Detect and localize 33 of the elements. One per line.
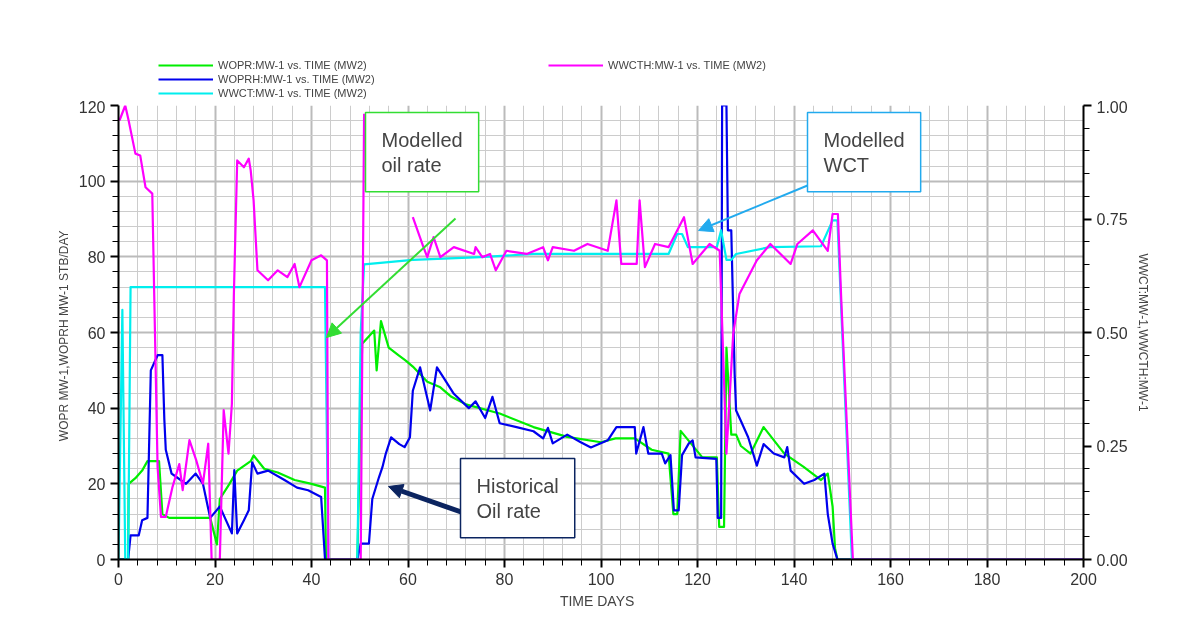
y-tick-label: 120	[78, 98, 106, 116]
y-tick-label: 80	[87, 248, 106, 266]
x-tick-label: 180	[973, 570, 1001, 588]
x-tick-label: 100	[587, 570, 615, 588]
legend-label: WOPR:MW-1 vs. TIME (MW2)	[218, 58, 368, 72]
x-tick-label: 200	[1070, 570, 1097, 588]
annotation: Modelled WCT	[823, 128, 905, 176]
x-axis-title: TIME DAYS	[559, 592, 635, 609]
y-tick-label: 60	[87, 324, 106, 342]
y-tick-label: 0	[96, 551, 106, 569]
y-tick-label: 100	[78, 173, 106, 191]
legend-label: WWCT:MW-1 vs. TIME (MW2)	[218, 86, 368, 100]
x-tick-label: 120	[684, 570, 711, 588]
annotation: Modelled oil rate	[381, 128, 463, 176]
y-tick-label: 40	[87, 400, 106, 418]
x-tick-label: 160	[877, 570, 904, 588]
y2-axis-title: WWCT:MW-1,WWCTH:MW-1	[1135, 253, 1150, 412]
legend-label: WWCTH:MW-1 vs. TIME (MW2)	[608, 58, 767, 72]
y2-tick-label: 0.00	[1096, 551, 1128, 569]
y2-tick-label: 0.75	[1096, 211, 1128, 228]
x-tick-label: 0	[114, 570, 124, 588]
x-tick-label: 80	[495, 570, 514, 588]
y-tick-label: 20	[87, 475, 106, 493]
legend-label: WOPRH:MW-1 vs. TIME (MW2)	[218, 72, 376, 86]
y-axis-title: WOPR MW-1,WOPRH MW-1 STB/DAY	[56, 230, 71, 442]
y2-tick-label: 0.50	[1096, 324, 1128, 342]
x-tick-label: 60	[399, 570, 417, 588]
annotation: Historical Oil rate	[476, 474, 559, 522]
y2-tick-label: 0.25	[1096, 438, 1128, 455]
x-tick-label: 140	[780, 570, 808, 588]
y2-tick-label: 1.00	[1096, 98, 1128, 116]
x-tick-label: 40	[302, 570, 321, 588]
x-tick-label: 20	[206, 570, 224, 588]
